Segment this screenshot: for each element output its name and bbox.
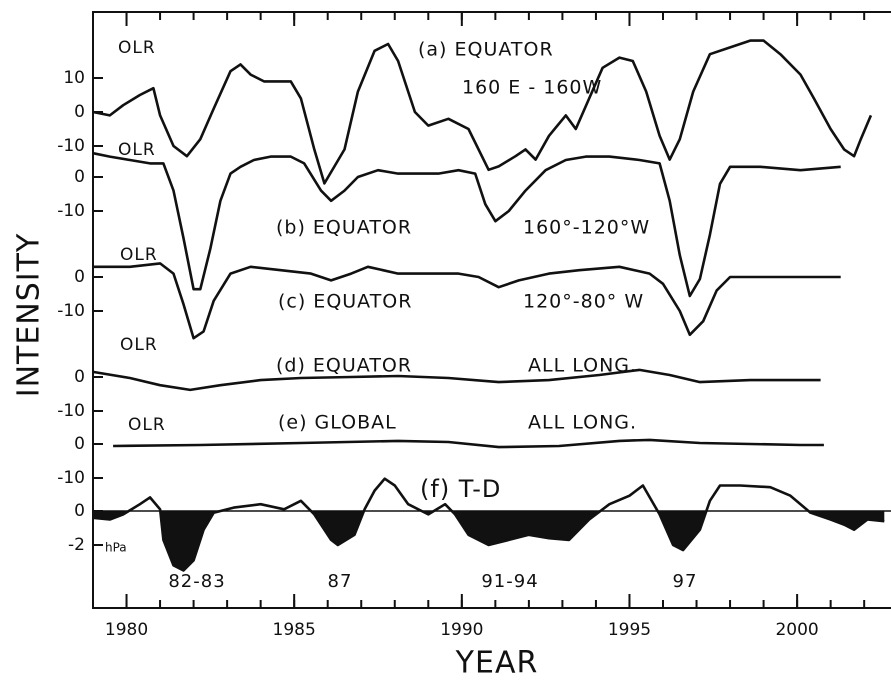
- line: [113, 438, 824, 449]
- line: [92, 368, 821, 392]
- x-tick-label: 1985: [273, 620, 316, 640]
- panel-region: 160 E - 160W: [462, 77, 602, 99]
- panel-label: (d) EQUATOR: [276, 355, 412, 377]
- y-tick-label: 0: [74, 501, 85, 521]
- x-tick-label: 2000: [775, 620, 818, 640]
- panel-region: 120°-80° W: [523, 291, 644, 313]
- line: [93, 262, 841, 340]
- series-label: OLR: [118, 140, 156, 160]
- x-tick-label: 1990: [440, 620, 483, 640]
- x-tick-label: 1980: [105, 620, 148, 640]
- event-label: 97: [673, 571, 698, 592]
- line: [92, 477, 885, 572]
- series-label: OLR: [120, 335, 158, 355]
- y-tick-label: 0: [74, 267, 85, 287]
- y-tick-label: 0: [74, 102, 85, 122]
- filled-area: [93, 511, 885, 571]
- event-label: 82-83: [168, 571, 225, 592]
- y-tick-label: -10: [57, 201, 85, 221]
- unit-label: hPa: [105, 541, 127, 555]
- panel-region: 160°-120°W: [523, 217, 650, 239]
- y-tick-label: 0: [74, 167, 85, 187]
- y-tick-label: -10: [57, 136, 85, 156]
- y-axis-label: INTENSITY: [12, 233, 47, 398]
- panel-label: (e) GLOBAL: [278, 412, 397, 434]
- x-axis-label: YEAR: [455, 646, 539, 681]
- y-tick-label: 0: [74, 367, 85, 387]
- panel-label: (a) EQUATOR: [418, 39, 554, 61]
- y-tick-label: 10: [63, 68, 85, 88]
- event-label: 87: [328, 571, 353, 592]
- panel-label: (c) EQUATOR: [278, 291, 412, 313]
- panel-label: (f) T-D: [420, 475, 501, 503]
- line: [92, 39, 873, 185]
- line: [92, 151, 841, 298]
- y-tick-label: -10: [57, 301, 85, 321]
- series-label: OLR: [118, 38, 156, 58]
- y-tick-label: -2: [68, 535, 85, 555]
- y-tick-label: -10: [57, 401, 85, 421]
- y-tick-label: 0: [74, 434, 85, 454]
- y-tick-label: -10: [57, 468, 85, 488]
- panel-region: ALL LONG.: [528, 355, 637, 377]
- series-label: OLR: [128, 415, 166, 435]
- event-label: 91-94: [481, 571, 538, 592]
- panel-region: ALL LONG.: [528, 412, 637, 434]
- panel-label: (b) EQUATOR: [276, 217, 412, 239]
- x-tick-label: 1995: [608, 620, 651, 640]
- series-label: OLR: [120, 245, 158, 265]
